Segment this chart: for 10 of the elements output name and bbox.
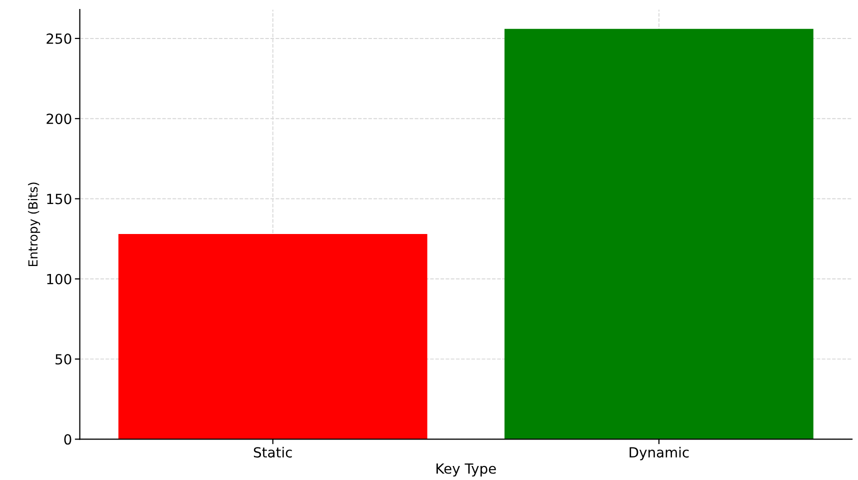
y-tick-label: 50	[56, 354, 72, 365]
x-tick-label: Static	[254, 446, 292, 458]
y-tick-label: 100	[47, 274, 72, 284]
y-tick-label: 0	[64, 434, 72, 445]
y-tick-label: 200	[46, 114, 72, 124]
x-axis-title: Key Type	[436, 463, 496, 476]
y-axis-title: Entropy (Bits)	[28, 182, 40, 266]
y-tick-label: 150	[47, 194, 72, 204]
y-tick-label: 250	[46, 33, 72, 44]
x-tick-label: Dynamic	[630, 446, 689, 460]
